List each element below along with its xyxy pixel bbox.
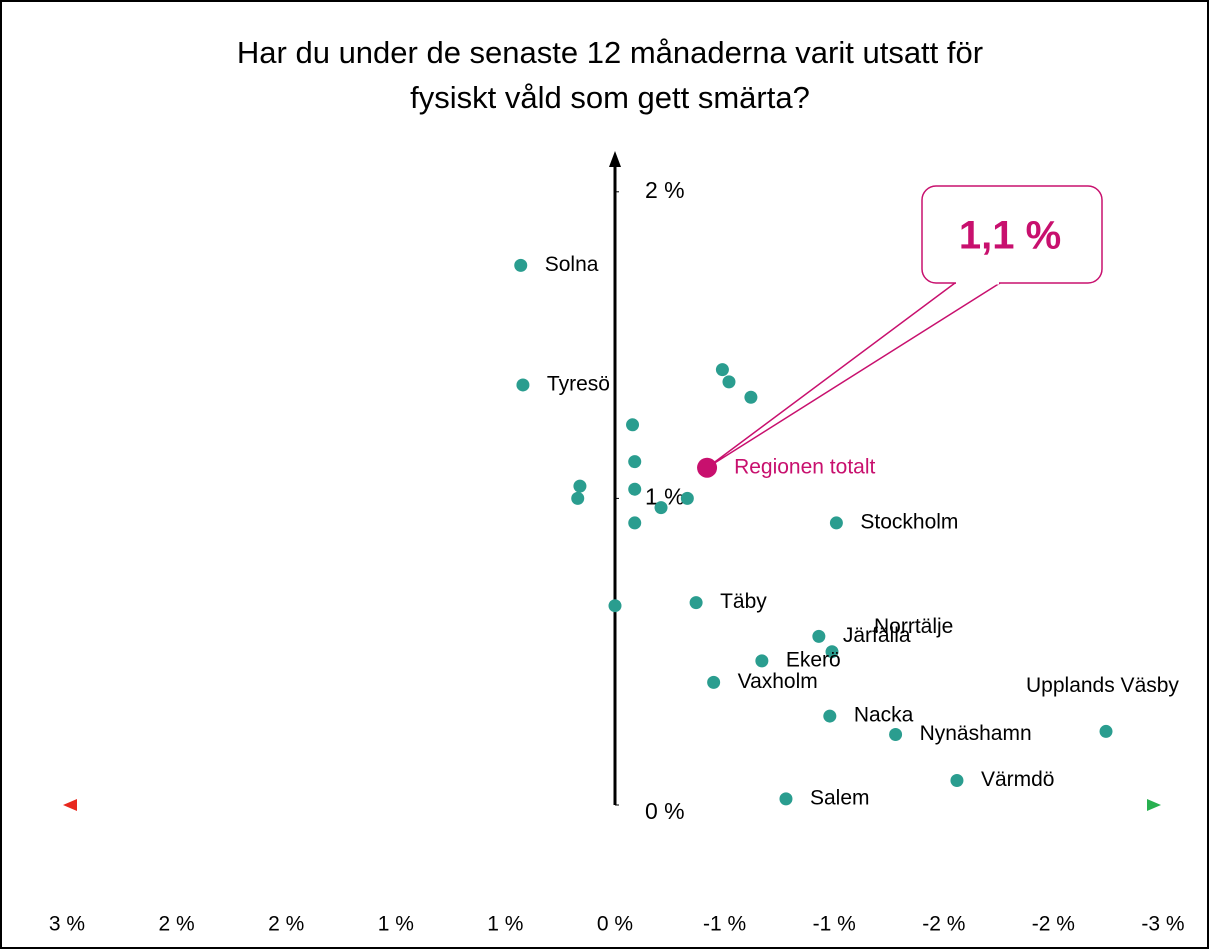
x-tick-label: 3 % <box>49 913 85 936</box>
point-label: Tyresö <box>547 372 610 395</box>
point <box>628 482 642 496</box>
point-label: Solna <box>545 253 599 276</box>
x-tick-label: 2 % <box>159 913 195 936</box>
x-arrow-right <box>1147 799 1161 811</box>
point <box>654 501 668 515</box>
point <box>608 599 622 613</box>
point <box>689 596 703 610</box>
point <box>680 491 694 505</box>
point <box>628 455 642 469</box>
chart-title: Har du under de senaste 12 månaderna var… <box>237 35 983 115</box>
x-tick-label: -2 % <box>922 913 965 936</box>
point-label: Nacka <box>854 704 914 727</box>
point-label: Täby <box>720 590 767 613</box>
point-label: Salem <box>810 786 870 809</box>
point <box>628 516 642 530</box>
point <box>812 629 826 643</box>
point <box>825 645 839 659</box>
point <box>722 375 736 389</box>
point <box>573 479 587 493</box>
callout-label: 1,1 % <box>959 214 1061 258</box>
point-label: Nynäshamn <box>920 722 1032 745</box>
point-label: Norrtälje <box>874 615 953 638</box>
point <box>571 491 585 505</box>
x-tick-label: -2 % <box>1032 913 1075 936</box>
point <box>950 773 964 787</box>
point <box>829 516 843 530</box>
point <box>889 727 903 741</box>
total-point <box>697 457 718 478</box>
x-tick-label: 1 % <box>378 913 414 936</box>
point-label: Ekerö <box>786 648 841 671</box>
point <box>744 390 758 404</box>
point <box>516 378 530 392</box>
point-label: Värmdö <box>981 768 1055 791</box>
x-arrow-left <box>63 799 77 811</box>
y-arrow <box>609 151 621 167</box>
x-tick-label: -3 % <box>1141 913 1184 936</box>
y-tick-label: 2 % <box>645 177 685 203</box>
point <box>779 792 793 806</box>
point <box>626 418 640 432</box>
point <box>715 363 729 377</box>
point <box>514 258 528 272</box>
x-tick-label: -1 % <box>813 913 856 936</box>
point <box>1099 724 1113 738</box>
x-tick-label: -1 % <box>703 913 746 936</box>
total-label: Regionen totalt <box>734 455 875 478</box>
point-label: Stockholm <box>860 510 958 533</box>
callout-box <box>921 185 1103 284</box>
point <box>823 709 837 723</box>
point <box>755 654 769 668</box>
point-label: Järfälla <box>843 624 911 647</box>
point-label: Vaxholm <box>738 670 818 693</box>
point-label: Upplands Väsby <box>1026 674 1179 697</box>
point <box>707 675 721 689</box>
x-tick-label: 0 % <box>597 913 633 936</box>
x-tick-label: 1 % <box>487 913 523 936</box>
y-tick-label: 0 % <box>645 798 685 824</box>
callout <box>706 282 1003 469</box>
x-tick-label: 2 % <box>268 913 304 936</box>
